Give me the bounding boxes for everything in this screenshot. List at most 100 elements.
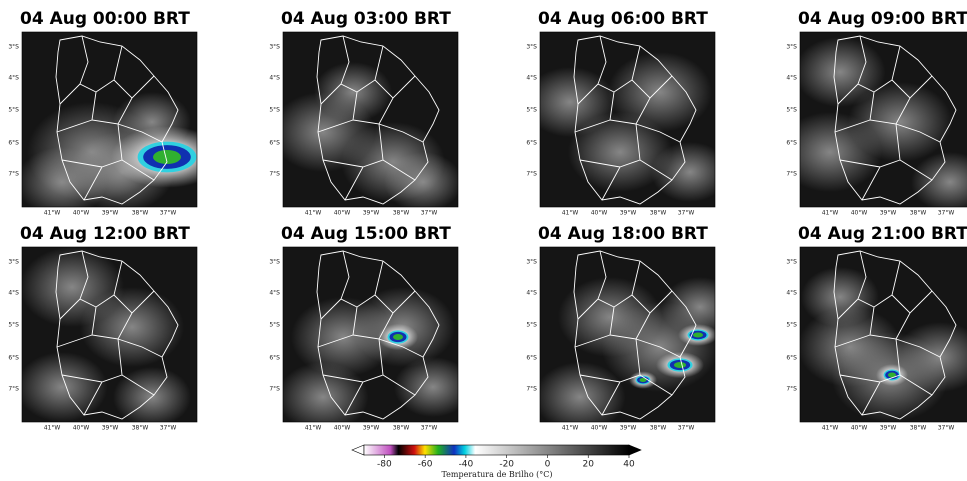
lon-tick-label: 41°W bbox=[822, 210, 839, 217]
cloud bbox=[651, 142, 715, 202]
lat-tick-label: 5°S bbox=[269, 107, 280, 114]
lon-tick-label: 39°W bbox=[363, 425, 380, 432]
colorbar-tick-label: 20 bbox=[583, 460, 595, 470]
map-panel: 04 Aug 12:00 BRT 3°S 4°S 5°S 6°S 7°S 41°W 40°W 3… bbox=[8, 224, 198, 432]
map-image bbox=[283, 247, 458, 422]
lon-tick-label: 40°W bbox=[851, 425, 868, 432]
lon-tick-label: 38°W bbox=[393, 210, 410, 217]
map-panel: 04 Aug 03:00 BRT 3°S 4°S 5°S 6°S 7°S 41°W 40°W 3… bbox=[269, 9, 459, 217]
map-frame bbox=[799, 246, 967, 423]
panel-title: 04 Aug 03:00 BRT bbox=[281, 9, 451, 29]
colorbar-label: Temperatura de Brilho (°C) bbox=[441, 470, 552, 479]
map-panel: 04 Aug 09:00 BRT 3°S 4°S 5°S 6°S 7°S 41°W 40°W 3… bbox=[786, 9, 967, 217]
colorbar-tick-label: 40 bbox=[623, 460, 635, 470]
lon-tick-label: 40°W bbox=[851, 210, 868, 217]
colorbar-extend-high bbox=[628, 444, 642, 456]
lat-tick-label: 5°S bbox=[269, 322, 280, 329]
panel-title: 04 Aug 00:00 BRT bbox=[20, 9, 190, 29]
lon-tick-label: 38°W bbox=[910, 210, 927, 217]
map-panel: 04 Aug 18:00 BRT 3°S 4°S 5°S 6°S 7°S 41°W 40°W 3… bbox=[526, 224, 716, 432]
colorbar-extend-low bbox=[351, 444, 365, 456]
lat-tick-label: 4°S bbox=[8, 290, 19, 297]
lat-tick-label: 6°S bbox=[8, 140, 19, 147]
lon-tick-label: 39°W bbox=[363, 210, 380, 217]
lat-tick-label: 4°S bbox=[786, 290, 797, 297]
lon-tick-label: 39°W bbox=[102, 425, 119, 432]
lat-tick-label: 7°S bbox=[786, 171, 797, 178]
lon-tick-label: 37°W bbox=[678, 425, 695, 432]
panel-title: 04 Aug 12:00 BRT bbox=[20, 224, 190, 244]
panel-title: 04 Aug 18:00 BRT bbox=[538, 224, 708, 244]
storm-green bbox=[153, 150, 181, 164]
map-frame bbox=[282, 31, 459, 208]
lat-tick-label: 7°S bbox=[269, 386, 280, 393]
map-panel: 04 Aug 06:00 BRT 3°S 4°S 5°S 6°S 7°S 41°W 40°W 3… bbox=[526, 9, 716, 217]
cloud bbox=[283, 362, 369, 422]
lat-tick-label: 3°S bbox=[786, 259, 797, 266]
lon-tick-label: 39°W bbox=[880, 210, 897, 217]
map-image bbox=[22, 247, 197, 422]
map-frame bbox=[539, 246, 716, 423]
lat-tick-label: 6°S bbox=[526, 355, 537, 362]
panel-title: 04 Aug 06:00 BRT bbox=[538, 9, 708, 29]
storm-green bbox=[888, 372, 896, 378]
colorbar-tick-label: -80 bbox=[377, 460, 392, 470]
lat-tick-label: 3°S bbox=[526, 44, 537, 51]
lat-tick-label: 5°S bbox=[526, 107, 537, 114]
lon-tick-label: 38°W bbox=[393, 425, 410, 432]
map-frame bbox=[282, 246, 459, 423]
lon-tick-label: 40°W bbox=[591, 210, 608, 217]
colorbar-tick-label: -40 bbox=[459, 460, 474, 470]
cloud bbox=[801, 267, 879, 327]
lon-tick-label: 38°W bbox=[910, 425, 927, 432]
lon-tick-label: 40°W bbox=[334, 210, 351, 217]
lon-tick-label: 41°W bbox=[562, 210, 579, 217]
map-panel: 04 Aug 21:00 BRT 3°S 4°S 5°S 6°S 7°S 41°W 40°W 3… bbox=[786, 224, 967, 432]
lon-tick-label: 41°W bbox=[562, 425, 579, 432]
map-image bbox=[800, 32, 967, 207]
cloud bbox=[540, 362, 626, 422]
lat-tick-label: 7°S bbox=[526, 386, 537, 393]
lat-tick-label: 4°S bbox=[269, 290, 280, 297]
storm-green bbox=[693, 332, 703, 338]
lat-tick-label: 3°S bbox=[786, 44, 797, 51]
lat-tick-label: 7°S bbox=[8, 171, 19, 178]
map-panel: 04 Aug 15:00 BRT 3°S 4°S 5°S 6°S 7°S 41°W 40°W 3… bbox=[269, 224, 459, 432]
lon-tick-label: 39°W bbox=[102, 210, 119, 217]
cloud bbox=[894, 322, 967, 392]
lon-tick-label: 41°W bbox=[305, 425, 322, 432]
map-image bbox=[22, 32, 197, 207]
lon-tick-label: 38°W bbox=[132, 210, 149, 217]
colorbar-tick-label: 0 bbox=[545, 460, 551, 470]
lat-tick-label: 7°S bbox=[526, 171, 537, 178]
panel-title: 04 Aug 09:00 BRT bbox=[798, 9, 967, 29]
lat-tick-label: 4°S bbox=[8, 75, 19, 82]
lat-tick-label: 4°S bbox=[269, 75, 280, 82]
cloud bbox=[848, 82, 952, 162]
lat-tick-label: 3°S bbox=[269, 259, 280, 266]
lat-tick-label: 7°S bbox=[269, 171, 280, 178]
cloud bbox=[314, 62, 392, 122]
lat-tick-label: 5°S bbox=[786, 107, 797, 114]
cloud bbox=[384, 152, 458, 207]
lon-tick-label: 37°W bbox=[938, 210, 955, 217]
lat-tick-label: 5°S bbox=[526, 322, 537, 329]
map-image bbox=[540, 32, 715, 207]
lat-tick-label: 4°S bbox=[526, 290, 537, 297]
lat-tick-label: 6°S bbox=[786, 355, 797, 362]
lat-tick-label: 4°S bbox=[526, 75, 537, 82]
storm-green bbox=[393, 334, 403, 340]
lat-tick-label: 7°S bbox=[8, 386, 19, 393]
map-frame bbox=[21, 246, 198, 423]
lon-tick-label: 40°W bbox=[73, 425, 90, 432]
lon-tick-label: 37°W bbox=[421, 425, 438, 432]
lat-tick-label: 6°S bbox=[786, 140, 797, 147]
colorbar-tick-label: -20 bbox=[499, 460, 514, 470]
lat-tick-label: 3°S bbox=[8, 44, 19, 51]
colorbar-body bbox=[363, 444, 630, 456]
panel-title: 04 Aug 15:00 BRT bbox=[281, 224, 451, 244]
lat-tick-label: 4°S bbox=[786, 75, 797, 82]
cloud bbox=[394, 357, 458, 417]
lat-tick-label: 6°S bbox=[269, 355, 280, 362]
